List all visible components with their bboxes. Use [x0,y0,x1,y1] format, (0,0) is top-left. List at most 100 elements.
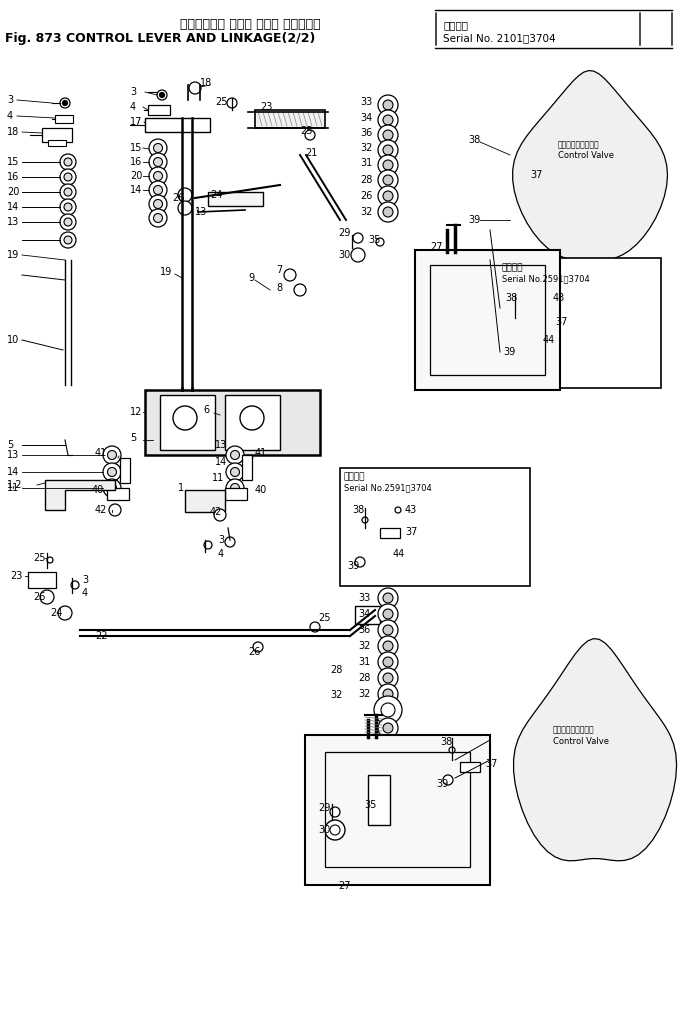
Bar [325,752,470,867]
Text: 37: 37 [485,759,497,769]
Text: 36: 36 [358,625,370,635]
Text: 25: 25 [216,97,228,107]
Circle shape [149,209,167,227]
Bar [242,455,252,480]
Text: 27: 27 [430,242,443,252]
Circle shape [160,92,165,97]
Text: 23: 23 [260,102,273,112]
Text: 24: 24 [210,190,222,200]
Text: 15: 15 [7,157,19,167]
Text: 30: 30 [318,825,330,835]
Text: 32: 32 [360,207,373,217]
Circle shape [173,406,197,430]
Circle shape [376,238,384,246]
Text: 14: 14 [7,467,19,477]
Text: 34: 34 [360,113,372,123]
Bar [415,250,560,390]
Text: Fig. 873 CONTROL LEVER AND LINKAGE(2/2): Fig. 873 CONTROL LEVER AND LINKAGE(2/2) [5,32,316,45]
Text: 38: 38 [505,293,517,303]
Text: 4: 4 [82,588,88,598]
Text: 29: 29 [338,228,350,238]
Text: 13: 13 [195,207,207,217]
Circle shape [383,130,393,140]
Circle shape [154,171,163,180]
Text: 4: 4 [130,102,136,112]
Text: 8: 8 [276,283,282,293]
Bar [430,265,545,375]
Text: 14: 14 [7,202,19,212]
Circle shape [378,170,398,190]
Circle shape [545,295,551,301]
Text: 20: 20 [130,171,142,181]
Circle shape [60,184,76,200]
Circle shape [149,153,167,171]
Bar [107,488,129,500]
Circle shape [71,581,79,589]
Text: 4: 4 [7,111,13,121]
Text: 25: 25 [300,126,313,136]
Circle shape [60,199,76,215]
Text: 3: 3 [218,535,224,545]
Bar [145,118,210,132]
Circle shape [178,188,192,202]
Bar [380,528,400,538]
Bar [148,105,170,115]
Text: 22: 22 [95,631,107,641]
Circle shape [351,248,365,262]
Circle shape [154,200,163,209]
Circle shape [64,173,72,181]
Circle shape [362,517,368,523]
Circle shape [149,194,167,213]
Circle shape [226,463,244,481]
Circle shape [149,139,167,157]
Text: 44: 44 [543,335,556,345]
Text: 25: 25 [318,613,330,623]
Text: 37: 37 [405,527,418,537]
Circle shape [383,145,393,155]
Circle shape [204,541,212,549]
Circle shape [378,125,398,145]
Circle shape [103,479,121,497]
Circle shape [149,181,167,199]
Text: Serial No.2591～3704: Serial No.2591～3704 [344,483,432,492]
Circle shape [383,723,393,733]
Circle shape [103,463,121,481]
Text: コントロールバルブ: コントロールバルブ [553,725,594,734]
Text: 32: 32 [358,641,371,651]
Circle shape [443,775,453,785]
Text: 35: 35 [368,235,380,245]
Text: 39: 39 [436,779,448,789]
Text: 15: 15 [130,143,142,153]
Text: 26: 26 [33,592,46,602]
Circle shape [383,175,393,185]
Text: 19: 19 [7,250,19,260]
Text: 31: 31 [360,158,372,168]
Text: 13: 13 [215,440,227,450]
Bar [55,115,73,123]
Text: 17: 17 [130,116,142,127]
Circle shape [383,207,393,217]
Text: 39: 39 [347,561,359,571]
Text: 6: 6 [203,405,209,415]
Bar [368,775,390,825]
Text: 32: 32 [330,690,342,700]
Text: Control Valve: Control Valve [558,151,614,159]
Text: 5: 5 [7,440,13,450]
Text: 33: 33 [360,97,372,107]
Circle shape [154,157,163,166]
Bar [28,572,56,588]
Text: 40: 40 [92,485,104,495]
Text: 38: 38 [468,135,480,145]
Circle shape [383,191,393,201]
Circle shape [353,233,363,243]
Circle shape [189,82,201,94]
Circle shape [381,703,395,717]
Text: 29: 29 [318,803,330,813]
Text: 30: 30 [338,250,350,260]
Text: 19: 19 [160,267,172,277]
Text: Serial No. 2101～3704: Serial No. 2101～3704 [443,33,556,43]
Circle shape [154,144,163,153]
Circle shape [449,747,455,753]
Text: 1: 1 [178,483,184,493]
Circle shape [378,604,398,624]
